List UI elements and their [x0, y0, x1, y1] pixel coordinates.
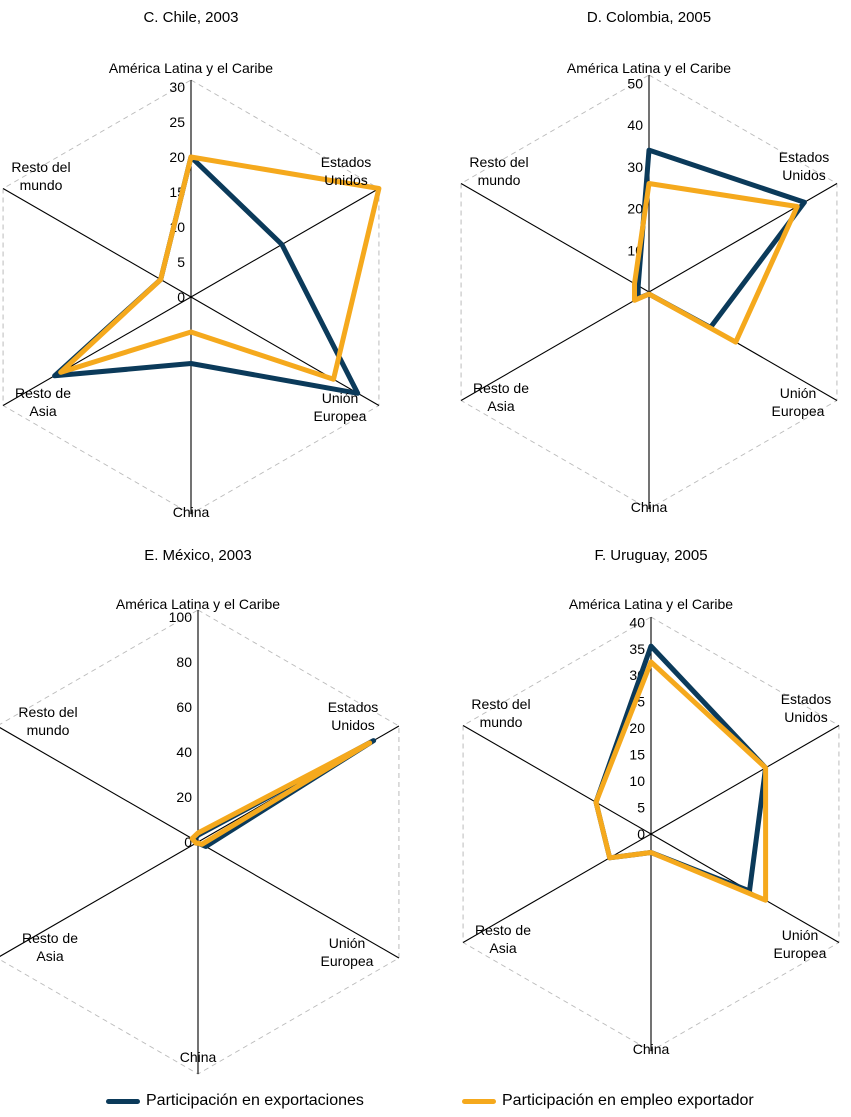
tick-label: 20: [169, 149, 185, 165]
chart-title: F. Uruguay, 2005: [594, 547, 707, 564]
axis-label-resto-del-mundo: Resto del mundo: [469, 154, 528, 188]
tick-label: 80: [176, 654, 192, 670]
axis-spoke: [0, 727, 199, 843]
tick-label: 20: [176, 789, 192, 805]
chart-title: C. Chile, 2003: [143, 9, 238, 26]
tick-label: 0: [637, 826, 645, 842]
axis-spoke: [460, 183, 650, 293]
axis-label-estados-unidos: Estados Unidos: [781, 691, 832, 725]
tick-label: 0: [177, 289, 185, 305]
axis-spoke: [197, 841, 400, 959]
series-participacion-en-empleo-exportador: [189, 740, 373, 847]
axis-label-estados-unidos: Estados Unidos: [328, 699, 379, 733]
axis-label-estados-unidos: Estados Unidos: [779, 149, 830, 183]
axis-label-america-latina-y-el-caribe: América Latina y el Caribe: [116, 596, 280, 612]
axis-spoke: [462, 833, 652, 943]
tick-label: 40: [176, 744, 192, 760]
tick-label: 25: [169, 114, 185, 130]
tick-label: 60: [176, 699, 192, 715]
chart-title: E. México, 2003: [144, 547, 252, 564]
axis-label-china: China: [631, 499, 668, 515]
axis-label-resto-de-asia: Resto de Asia: [475, 922, 531, 956]
tick-label: 5: [177, 254, 185, 270]
tick-label: 5: [637, 800, 645, 816]
axis-label-china: China: [633, 1041, 670, 1057]
axis-spoke: [650, 725, 840, 835]
axis-label-america-latina-y-el-caribe: América Latina y el Caribe: [109, 60, 273, 76]
chart-title: D. Colombia, 2005: [587, 9, 711, 26]
tick-label: 40: [627, 117, 643, 133]
axis-label-resto-del-mundo: Resto del mundo: [18, 704, 77, 738]
axis-label-estados-unidos: Estados Unidos: [321, 154, 372, 188]
axis-label-resto-de-asia: Resto de Asia: [15, 385, 71, 419]
tick-label: 0: [184, 834, 192, 850]
tick-label: 100: [169, 609, 193, 625]
radar-panel-4: F. Uruguay, 20050510152025303540América …: [462, 547, 840, 1057]
axis-spoke: [460, 291, 650, 401]
axis-label-resto-del-mundo: Resto del mundo: [11, 159, 70, 193]
axis-spoke: [2, 296, 192, 406]
tick-label: 35: [629, 641, 645, 657]
legend-label-employment: Participación en empleo exportador: [502, 1092, 754, 1109]
tick-label: 10: [629, 773, 645, 789]
axis-spoke: [0, 841, 199, 957]
axis-spoke: [190, 188, 380, 298]
radar-charts: C. Chile, 2003 0 5 10 15 20 25 30 América Latina…: [0, 9, 840, 1075]
axis-label-union-europea: Unión Europea: [321, 935, 374, 969]
legend-swatch-exports: [106, 1098, 140, 1104]
axis-label-union-europea: Unión Europea: [772, 385, 825, 419]
tick-label: 50: [627, 75, 643, 91]
tick-label: 30: [169, 79, 185, 95]
axis-label-union-europea: Unión Europea: [774, 927, 827, 961]
axis-label-resto-de-asia: Resto de Asia: [473, 380, 529, 414]
axis-spoke: [190, 296, 380, 406]
legend-item-employment: Participación en empleo exportador: [462, 1090, 754, 1112]
tick-label: 30: [627, 159, 643, 175]
axis-label-resto-del-mundo: Resto del mundo: [471, 696, 530, 730]
tick-label: 20: [627, 201, 643, 217]
tick-label: 15: [629, 747, 645, 763]
axis-spoke: [462, 725, 652, 835]
axis-label-china: China: [173, 504, 210, 520]
series-participacion-en-empleo-exportador: [632, 181, 800, 345]
axis-label-america-latina-y-el-caribe: América Latina y el Caribe: [569, 596, 733, 612]
legend-item-exports: Participación en exportaciones: [106, 1090, 364, 1112]
axis-label-resto-de-asia: Resto de Asia: [22, 930, 78, 964]
series-participacion-en-empleo-exportador: [58, 154, 382, 382]
tick-label: 20: [629, 720, 645, 736]
series-participacion-en-empleo-exportador: [593, 659, 769, 903]
axis-label-america-latina-y-el-caribe: América Latina y el Caribe: [567, 60, 731, 76]
axis-label-union-europea: Unión Europea: [314, 390, 367, 424]
axis-label-china: China: [180, 1049, 217, 1065]
tick-label: 40: [629, 614, 645, 630]
legend-label-exports: Participación en exportaciones: [146, 1092, 364, 1109]
legend-swatch-employment: [462, 1098, 496, 1104]
